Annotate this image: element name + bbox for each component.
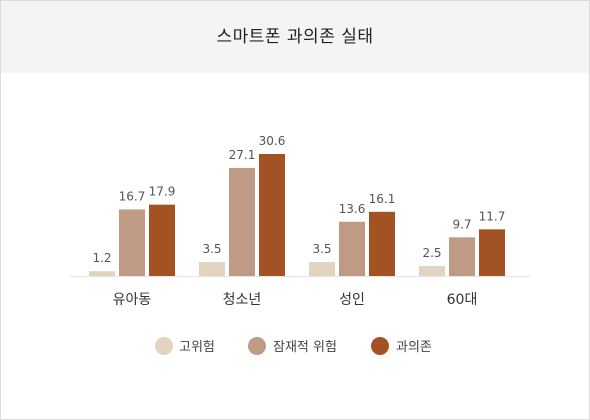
bar-3-3 — [369, 211, 395, 276]
bar-4-1 — [419, 266, 445, 276]
bar-value-label: 11.7 — [479, 209, 506, 223]
bar-value-label: 16.1 — [369, 192, 396, 206]
x-tick-label: 성인 — [339, 292, 365, 308]
x-tick-label: 유아동 — [113, 292, 152, 308]
bar-chart: 1.2 16.7 17.9 유아동 3.5 27.130.6 청소년 3.5 13.616.1 성… — [69, 134, 531, 355]
bar-value-label: 30.6 — [259, 134, 286, 148]
bar-value-label: 1.2 — [92, 251, 111, 265]
bar-value-label: 17.9 — [149, 185, 176, 199]
legend-swatch — [371, 337, 389, 355]
legend-label: 잠재적 위험 — [273, 340, 337, 355]
bar-2-3 — [259, 154, 285, 276]
bar-3-2 — [339, 221, 365, 276]
bar-value-label: 27.1 — [229, 148, 256, 162]
bar-value-label: 13.6 — [339, 202, 366, 216]
x-tick-label: 60대 — [447, 292, 478, 308]
chart-header — [1, 1, 589, 73]
chart-title: 스마트폰 과의존 실태 — [216, 27, 374, 47]
bar-1-1 — [89, 271, 115, 276]
bar-2-2 — [229, 167, 255, 276]
x-tick-label: 청소년 — [223, 292, 262, 308]
bar-1-3 — [149, 204, 175, 276]
legend-swatch — [248, 337, 266, 355]
bar-3-1 — [309, 262, 335, 276]
bar-value-label: 9.7 — [452, 217, 471, 231]
bar-2-1 — [199, 262, 225, 276]
bar-1-2 — [119, 209, 145, 276]
legend-swatch — [155, 337, 173, 355]
bar-4-2 — [449, 237, 475, 276]
legend-label: 고위험 — [179, 340, 215, 355]
legend-label: 과의존 — [396, 340, 432, 355]
bar-value-label: 16.7 — [119, 189, 146, 203]
bar-value-label: 3.5 — [312, 242, 331, 256]
bar-4-3 — [479, 229, 505, 276]
bar-value-label: 2.5 — [422, 246, 441, 260]
bar-value-label: 3.5 — [202, 242, 221, 256]
